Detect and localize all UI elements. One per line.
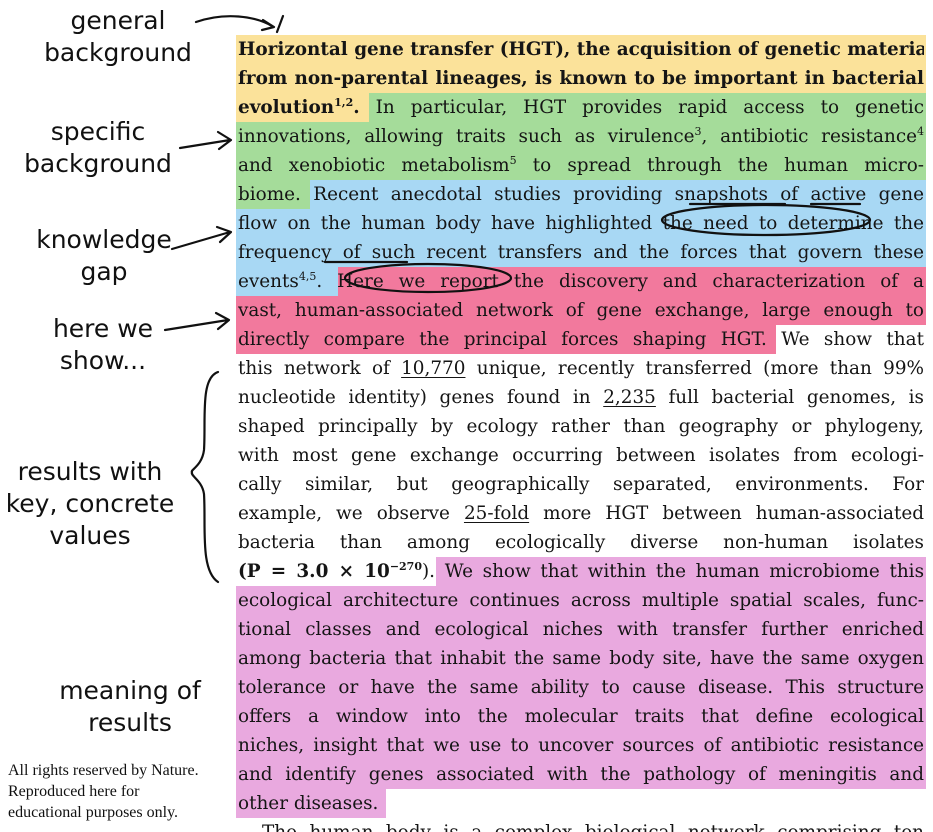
next-paragraph-line: The human body is a complex biological n… (262, 818, 924, 832)
label-meaning: meaning of results (59, 676, 201, 737)
abstract-line: frequency of such recent transfers and t… (238, 242, 924, 263)
value-2235: 2,235 (603, 387, 656, 408)
abstract-line: with most gene exchange occurring betwee… (238, 445, 924, 466)
abstract-line: niches, insight that we use to uncover s… (238, 735, 924, 756)
abstract-line: flow on the human body have highlighted … (238, 213, 924, 234)
highlight-specific-background (369, 93, 926, 122)
highlight-here-we-show-2 (236, 296, 926, 325)
abstract-line: biome. Recent anecdotal studies providin… (238, 184, 924, 205)
highlight-knowledge-gap-tail (236, 267, 338, 296)
highlight-specific-background-2 (236, 122, 926, 180)
abstract-line: vast, human-associated network of gene e… (238, 300, 924, 321)
abstract-line: and xenobiotic metabolism5 to spread thr… (238, 153, 924, 176)
abstract-line: example, we observe 25-fold more HGT bet… (238, 503, 924, 524)
label-results: results with key, concrete values (5, 457, 175, 550)
abstract-line: cally similar, but geographically separa… (238, 474, 924, 495)
highlight-meaning (436, 557, 926, 586)
label-knowledge-gap: knowledge gap (36, 225, 172, 286)
abstract-line: events4,5. Here we report the discovery … (238, 269, 924, 292)
arrow-general-background (194, 14, 285, 34)
highlight-meaning-tail (236, 789, 386, 818)
abstract-line: (P = 3.0 × 10−270). We show that within … (238, 559, 924, 582)
abstract-line: innovations, allowing traits such as vir… (238, 124, 924, 147)
abstract-line: directly compare the principal forces sh… (238, 329, 924, 350)
abstract-line: bacteria than among ecologically diverse… (238, 532, 924, 553)
abstract-line: and identify genes associated with the p… (238, 764, 924, 785)
abstract-line: ecological architecture continues across… (238, 590, 924, 611)
highlight-general-background (236, 35, 926, 93)
copyright-note: All rights reserved by Nature. Reproduce… (8, 762, 199, 821)
abstract-line: from non-parental lineages, is known to … (238, 68, 924, 89)
brace-results (190, 370, 220, 584)
label-specific-background: specific background (24, 117, 172, 178)
abstract-line: offers a window into the molecular trait… (238, 706, 924, 727)
abstract-line: other diseases. (238, 793, 379, 814)
highlight-meaning-2 (236, 586, 926, 789)
value-10770: 10,770 (401, 358, 466, 379)
abstract-line: nucleotide identity) genes found in 2,23… (238, 387, 924, 408)
abstract-line: evolution1,2. In particular, HGT provide… (238, 95, 924, 118)
p-value: (P = 3.0 × 10−270 (238, 559, 422, 582)
label-here-we-show: here we show... (52, 314, 154, 375)
label-general-background: general background (44, 6, 192, 67)
abstract-line: shaped principally by ecology rather tha… (238, 416, 924, 437)
highlight-specific-background-tail (236, 180, 310, 209)
highlight-here-we-show-tail (236, 325, 776, 354)
abstract-line: tolerance or have the same ability to ca… (238, 677, 924, 698)
arrow-specific-background (178, 130, 233, 151)
highlight-general-background-tail (236, 93, 369, 122)
value-25-fold: 25-fold (463, 503, 530, 524)
abstract-line: among bacteria that inhabit the same bod… (238, 648, 924, 669)
abstract-line: this network of 10,770 unique, recently … (238, 358, 924, 379)
abstract-line: Horizontal gene transfer (HGT), the acqu… (238, 39, 924, 60)
abstract-line: tional classes and ecological niches wit… (238, 619, 924, 640)
